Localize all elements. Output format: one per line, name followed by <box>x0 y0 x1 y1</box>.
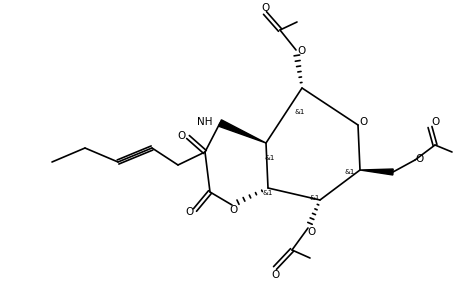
Text: O: O <box>262 3 270 13</box>
Text: O: O <box>415 154 423 164</box>
Text: O: O <box>432 117 440 127</box>
Text: &1: &1 <box>263 190 273 196</box>
Text: O: O <box>308 227 316 237</box>
Polygon shape <box>219 120 266 143</box>
Text: &1: &1 <box>295 109 305 115</box>
Text: NH: NH <box>196 117 212 127</box>
Text: O: O <box>178 131 186 141</box>
Text: O: O <box>297 46 305 56</box>
Text: O: O <box>185 207 193 217</box>
Text: &1: &1 <box>345 169 355 175</box>
Text: &1: &1 <box>310 195 320 201</box>
Text: &1: &1 <box>265 155 275 161</box>
Text: O: O <box>271 270 279 280</box>
Text: O: O <box>230 205 238 215</box>
Polygon shape <box>360 169 393 175</box>
Text: O: O <box>360 117 368 127</box>
